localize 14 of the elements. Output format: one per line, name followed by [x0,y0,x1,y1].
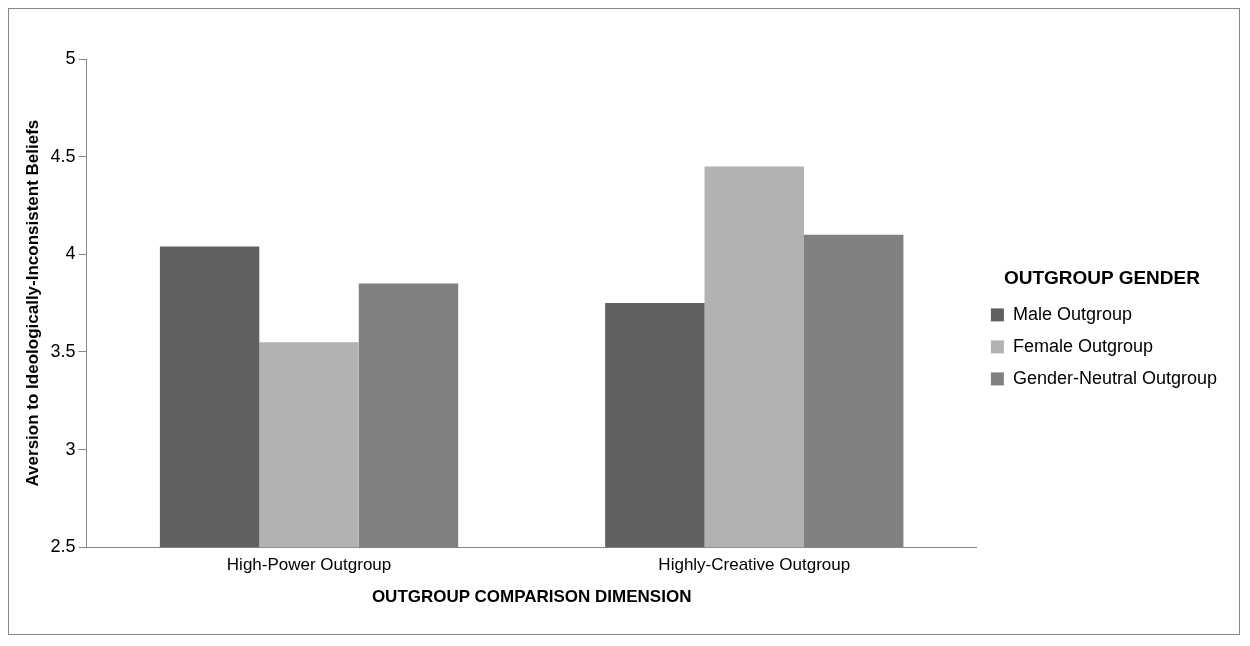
x-tick-label: Highly-Creative Outgroup [658,555,851,575]
y-axis-title: Aversion to Ideologically-Inconsistent Beliefs [22,119,42,487]
y-tick-label: 3.5 [50,340,76,361]
y-tick-label: 5 [65,47,76,68]
legend-label: Male Outgroup [1012,303,1132,324]
y-tick-label: 4 [65,243,76,264]
y-tick-label: 2.5 [50,536,76,557]
legend-title: OUTGROUP GENDER [1003,266,1201,288]
y-tick-label: 3 [65,438,76,459]
x-tick-label: High-Power Outgroup [226,555,392,575]
x-axis-title: OUTGROUP COMPARISON DIMENSION [371,587,692,607]
y-tick-label: 4.5 [50,145,76,166]
legend-label: Gender-Neutral Outgroup [1012,367,1217,388]
legend-label: Female Outgroup [1012,335,1153,356]
